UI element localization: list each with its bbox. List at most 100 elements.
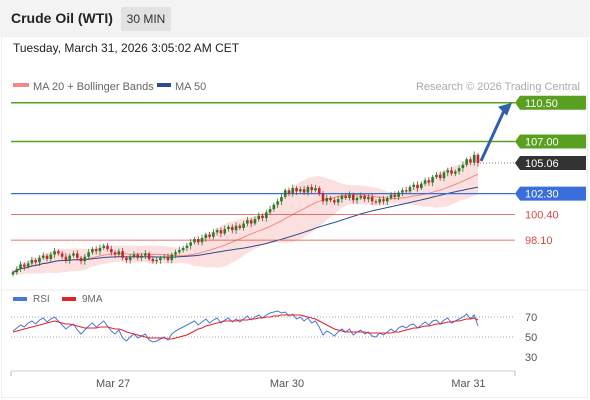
candle-body — [41, 255, 45, 258]
candle-body — [72, 253, 75, 256]
candle-body — [272, 204, 276, 210]
candle-body — [264, 212, 268, 218]
chart-header: Crude Oil (WTI) 30 MIN — [0, 0, 590, 36]
candle-body — [416, 184, 419, 189]
candle-body — [128, 256, 132, 261]
candle-body — [45, 255, 49, 259]
candle-body — [325, 198, 329, 202]
ma50-line — [12, 186, 479, 273]
candle-body — [454, 171, 457, 174]
candle-body — [446, 170, 450, 173]
candle-body — [367, 196, 370, 200]
candle-body — [246, 220, 249, 224]
candle-body — [461, 164, 465, 169]
candle-body — [87, 252, 90, 257]
candle-body — [140, 255, 143, 258]
candle-body — [151, 258, 155, 262]
candle-body — [60, 253, 64, 257]
candle-body — [238, 225, 242, 228]
candle-body — [450, 170, 453, 174]
candle-body — [147, 253, 151, 259]
candle-body — [287, 190, 291, 194]
x-tick-label: Mar 30 — [270, 378, 304, 390]
candle-body — [83, 256, 87, 262]
candle-body — [185, 245, 189, 248]
candle-body — [38, 257, 41, 263]
candle-body — [268, 209, 272, 213]
candle-body — [393, 194, 397, 197]
candle-body — [57, 251, 60, 254]
candle-body — [476, 154, 480, 164]
candle-body — [208, 234, 211, 237]
candle-body — [427, 180, 431, 183]
legend-swatch-rsi-ma — [62, 297, 76, 301]
projection-arrow-shaft — [479, 110, 506, 162]
candle-body — [212, 232, 215, 237]
candle-body — [109, 249, 113, 253]
rsi-tick-label: 50 — [525, 332, 537, 344]
candle-body — [276, 201, 279, 205]
candle-body — [457, 168, 461, 172]
candle-body — [159, 257, 162, 261]
candle-body — [49, 254, 53, 259]
candle-body — [117, 251, 121, 255]
candle-body — [19, 264, 22, 269]
x-tick-label: Mar 27 — [96, 378, 130, 390]
legend-swatch-ma20 — [13, 83, 29, 87]
credit-label: Research © 2026 Trading Central — [416, 81, 580, 93]
candle-body — [261, 215, 264, 218]
candle-body — [299, 189, 302, 192]
candle-body — [23, 264, 26, 267]
candle-body — [249, 220, 253, 224]
candle-body — [435, 174, 438, 177]
legend-swatch-rsi — [13, 297, 27, 301]
legend-label-ma20: MA 20 + Bollinger Bands — [33, 81, 154, 93]
candle-body — [336, 199, 340, 203]
candle-body — [219, 230, 223, 234]
level-label-105.06: 105.06 — [525, 158, 559, 170]
timestamp: Tuesday, March 31, 2026 3:05:02 AM CET — [13, 41, 240, 55]
candle-body — [280, 196, 283, 202]
candle-body — [404, 190, 408, 192]
candle-body — [132, 254, 136, 257]
interval-selector[interactable]: 30 MIN — [121, 7, 171, 31]
legend-label-rsi: RSI — [33, 294, 50, 305]
candle-body — [200, 237, 204, 243]
candle-body — [333, 200, 336, 203]
rsi-tick-label: 30 — [525, 352, 537, 364]
candle-body — [359, 195, 363, 199]
candle-body — [242, 223, 245, 228]
level-label-110.50: 110.50 — [525, 98, 558, 110]
rsi-line — [12, 310, 479, 343]
candle-body — [189, 242, 192, 246]
candle-body — [401, 190, 404, 193]
projection-arrow-head — [498, 102, 512, 116]
rsi-tick-label: 70 — [525, 312, 537, 324]
candle-body — [125, 257, 128, 261]
legend-label-rsi-ma: 9MA — [82, 294, 103, 305]
candle-body — [181, 247, 185, 251]
level-tag-107.00 — [515, 134, 586, 149]
candle-body — [170, 254, 174, 261]
candle-body — [166, 256, 170, 261]
candle-body — [75, 253, 79, 258]
candle-body — [230, 226, 234, 231]
level-label-107.00: 107.00 — [525, 137, 559, 149]
candle-body — [340, 195, 344, 200]
candle-body — [91, 249, 94, 253]
candle-body — [374, 201, 378, 203]
level-tag-102.30 — [515, 186, 586, 201]
candle-body — [419, 183, 423, 189]
candle-body — [26, 263, 30, 267]
level-tag-110.50 — [515, 95, 586, 110]
candle-body — [317, 188, 321, 194]
candle-body — [204, 234, 208, 238]
candle-body — [121, 251, 124, 258]
candle-body — [11, 272, 15, 275]
candle-body — [79, 257, 83, 262]
candle-body — [382, 199, 385, 202]
candle-body — [472, 154, 476, 163]
candle-body — [234, 225, 238, 231]
level-label-100.40: 100.40 — [525, 210, 559, 222]
